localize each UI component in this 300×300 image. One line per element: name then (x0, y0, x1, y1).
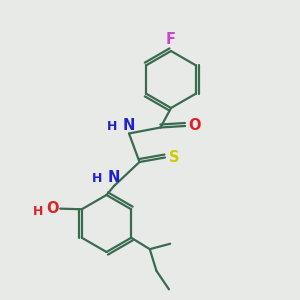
Text: H: H (107, 120, 118, 133)
Text: N: N (123, 118, 135, 133)
Text: O: O (189, 118, 201, 134)
Text: H: H (92, 172, 102, 185)
Text: F: F (166, 32, 176, 47)
Text: O: O (46, 200, 59, 215)
Text: N: N (107, 170, 120, 185)
Text: H: H (33, 205, 44, 218)
Text: S: S (169, 150, 179, 165)
